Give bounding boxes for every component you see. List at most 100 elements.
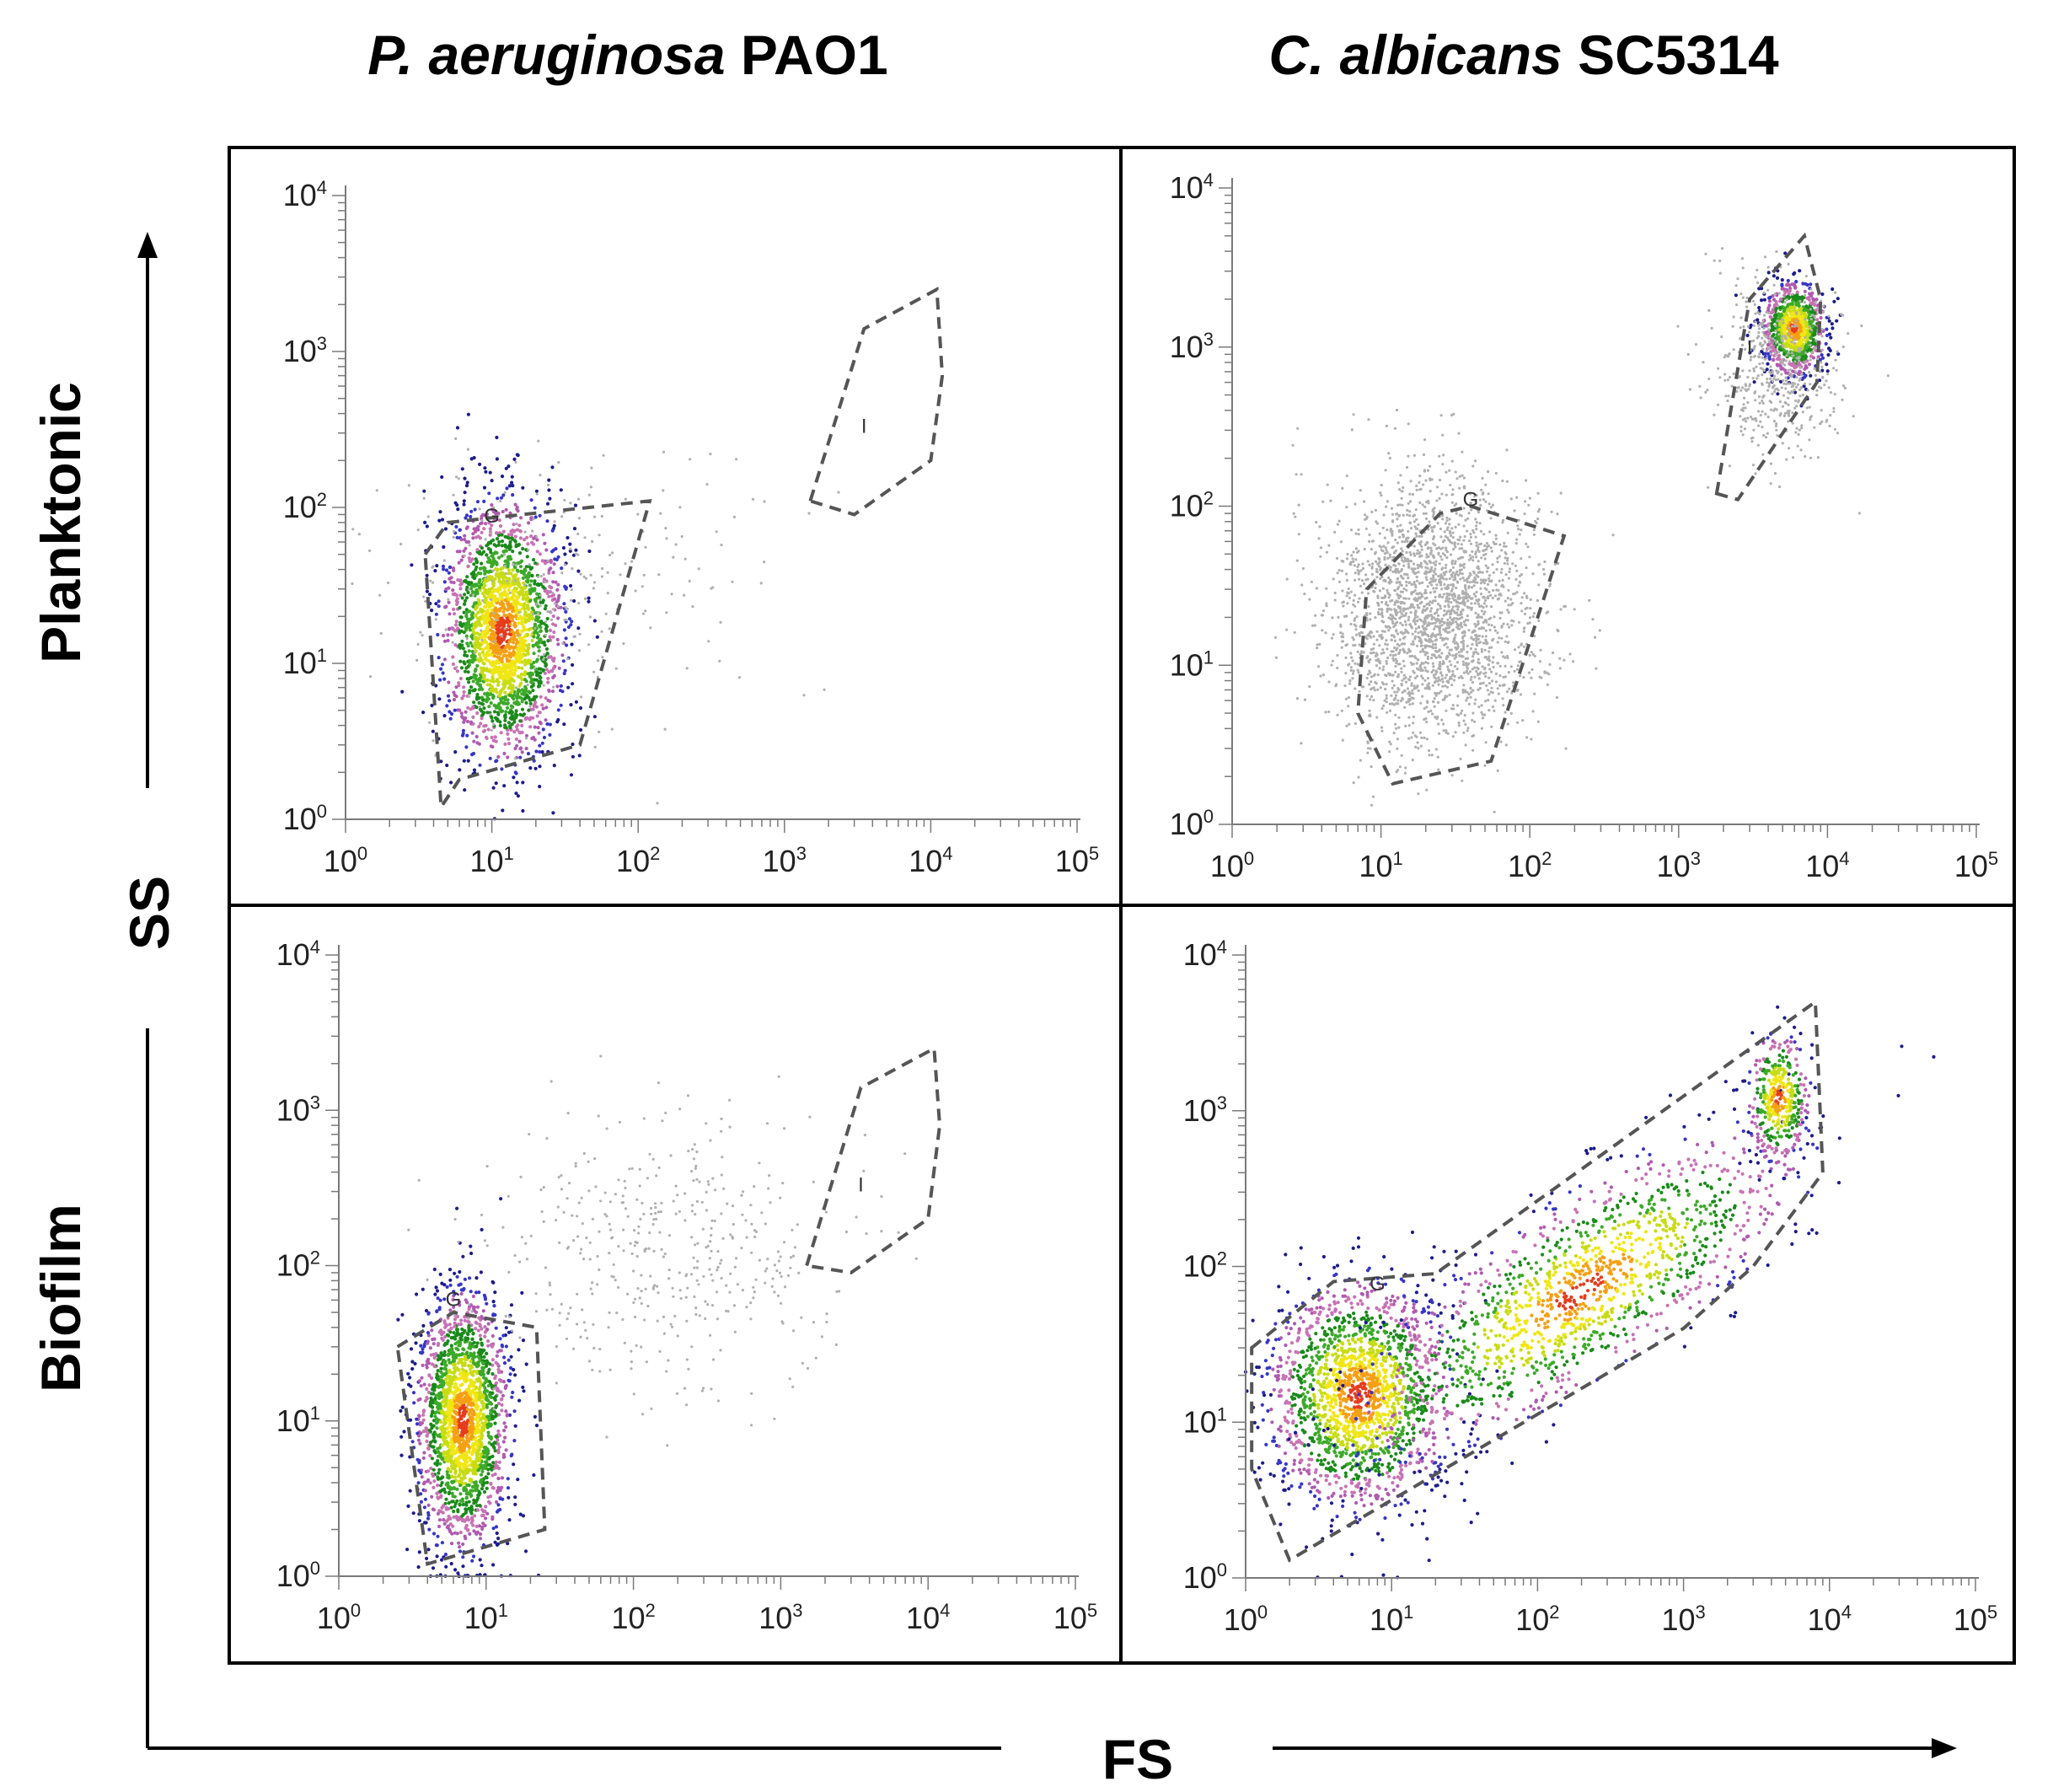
event-dot xyxy=(1455,586,1458,590)
event-dot xyxy=(469,613,474,617)
event-dot xyxy=(1411,759,1414,762)
event-dot xyxy=(1477,688,1480,692)
event-dot xyxy=(1445,709,1448,712)
event-dot xyxy=(458,550,462,554)
event-dot xyxy=(1392,551,1396,555)
event-dot xyxy=(537,654,540,657)
event-dot xyxy=(1450,629,1455,632)
event-dot xyxy=(1482,641,1486,645)
event-dot xyxy=(486,546,491,551)
event-dot xyxy=(1348,722,1351,726)
y-tick-label: 104 xyxy=(283,177,327,212)
event-dot xyxy=(1353,662,1357,665)
event-dot xyxy=(455,475,458,479)
event-dot xyxy=(1412,715,1415,719)
event-dot xyxy=(1324,631,1327,635)
event-dot xyxy=(520,620,524,624)
event-dot xyxy=(1457,721,1461,725)
event-dot xyxy=(462,660,466,664)
event-dot xyxy=(539,582,544,587)
event-dot xyxy=(487,601,491,605)
event-dot xyxy=(1431,515,1435,518)
event-dot xyxy=(1414,627,1418,630)
event-dot xyxy=(689,458,692,461)
event-dot xyxy=(533,515,538,519)
event-dot xyxy=(472,700,476,705)
event-dot xyxy=(1379,686,1382,689)
event-dot xyxy=(1392,545,1396,549)
event-dot xyxy=(1518,533,1521,536)
event-dot xyxy=(503,663,507,667)
event-dot xyxy=(1524,500,1527,503)
event-dot xyxy=(1461,779,1464,782)
event-dot xyxy=(1504,664,1507,668)
event-dot xyxy=(496,614,501,619)
event-dot xyxy=(1424,517,1429,521)
event-dot xyxy=(1480,647,1483,652)
event-dot xyxy=(1336,653,1339,657)
event-dot xyxy=(1359,584,1363,588)
event-dot xyxy=(1429,609,1432,613)
event-dot xyxy=(1385,424,1388,427)
event-dot xyxy=(1516,721,1520,724)
event-dot xyxy=(512,679,516,684)
event-dot xyxy=(1317,665,1321,668)
event-dot xyxy=(1482,672,1486,675)
event-dot xyxy=(1461,688,1465,692)
event-dot xyxy=(1480,626,1483,630)
event-dot xyxy=(1423,736,1426,740)
event-dot xyxy=(1475,541,1478,545)
event-dot xyxy=(1430,526,1434,529)
event-dot xyxy=(439,667,443,671)
event-dot xyxy=(1404,724,1407,727)
event-dot xyxy=(475,693,480,697)
event-dot xyxy=(590,466,593,469)
event-dot xyxy=(461,647,466,651)
event-dot xyxy=(556,598,560,603)
event-dot xyxy=(492,654,497,658)
event-dot xyxy=(1436,522,1439,525)
event-dot xyxy=(536,684,541,689)
event-dot xyxy=(1412,545,1416,548)
event-dot xyxy=(1525,479,1528,482)
event-dot xyxy=(1382,683,1386,686)
event-dot xyxy=(422,489,426,493)
event-dot xyxy=(1390,530,1393,534)
event-dot xyxy=(1534,519,1537,523)
event-dot xyxy=(1424,651,1428,654)
event-dot xyxy=(529,679,534,684)
event-dot xyxy=(1381,668,1385,672)
event-dot xyxy=(1482,606,1485,609)
event-dot xyxy=(457,681,461,685)
event-dot xyxy=(1481,716,1485,720)
event-dot xyxy=(1456,608,1460,611)
event-dot xyxy=(588,615,592,619)
event-dot xyxy=(1360,591,1364,594)
event-dot xyxy=(470,584,474,588)
event-dot xyxy=(499,496,504,500)
event-dot xyxy=(1336,571,1339,575)
event-dot xyxy=(506,617,510,621)
event-dot xyxy=(1372,647,1375,651)
event-dot xyxy=(507,577,512,581)
event-dot xyxy=(515,686,518,689)
event-dot xyxy=(522,593,526,597)
event-dot xyxy=(1446,583,1450,587)
event-dot xyxy=(1433,627,1436,630)
event-dot xyxy=(521,587,525,592)
event-dot xyxy=(1466,663,1470,667)
event-dot xyxy=(568,542,572,546)
event-dot xyxy=(513,566,517,570)
event-dot xyxy=(1467,539,1471,543)
event-dot xyxy=(465,677,469,681)
event-dot xyxy=(1465,593,1468,597)
event-dot xyxy=(484,735,489,739)
event-dot xyxy=(503,718,507,722)
event-dot xyxy=(1347,592,1350,595)
event-dot xyxy=(513,645,517,649)
event-dot xyxy=(1531,652,1535,657)
event-dot xyxy=(564,636,568,641)
event-dot xyxy=(501,677,506,681)
event-dot xyxy=(1479,641,1482,644)
event-dot xyxy=(1407,529,1410,534)
